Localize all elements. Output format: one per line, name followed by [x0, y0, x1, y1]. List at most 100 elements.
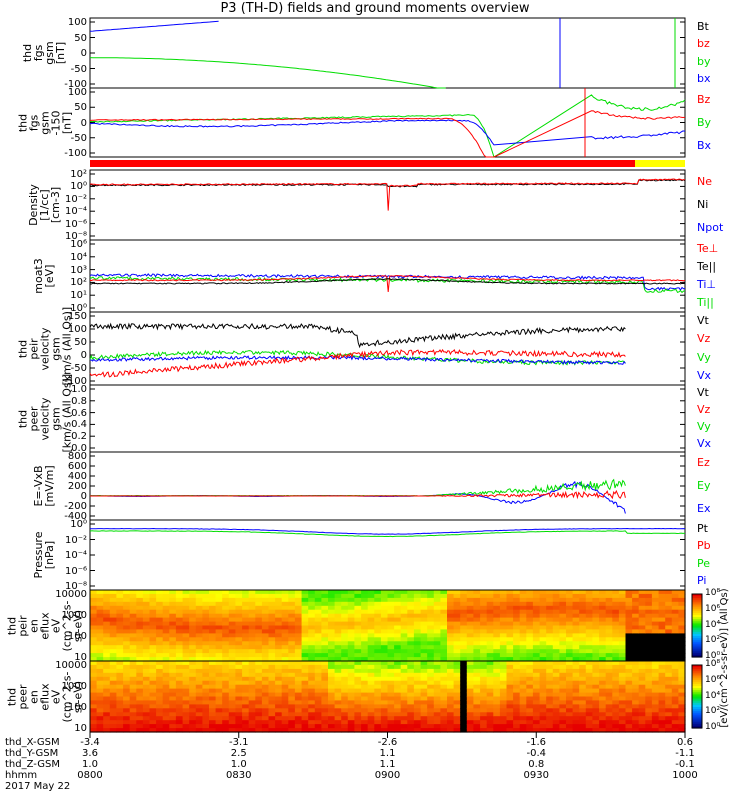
spectrogram-cell: [242, 621, 250, 627]
spectrogram-cell: [605, 625, 613, 630]
spectrogram-cell: [374, 657, 382, 662]
spectrogram-cell: [116, 613, 124, 619]
spectrogram-cell: [453, 633, 461, 638]
spectrogram-cell: [162, 649, 170, 654]
spectrogram-cell: [460, 728, 468, 733]
spectrogram-cell: [96, 637, 104, 642]
spectrogram-cell: [440, 672, 448, 678]
spectrogram-cell: [665, 605, 673, 611]
spectrogram-cell: [103, 613, 111, 619]
spectrogram-cell: [195, 590, 203, 595]
spectrogram-cell: [314, 601, 322, 607]
spectrogram-cell: [440, 724, 448, 729]
spectrogram-cell: [400, 609, 408, 615]
spectrogram-cell: [129, 645, 137, 650]
spectrogram-cell: [506, 661, 514, 666]
legend-Vz: Vz: [697, 332, 711, 346]
spectrogram-cell: [427, 593, 435, 599]
spectrogram-cell: [90, 590, 98, 595]
spectrogram-cell: [182, 590, 190, 595]
spectrogram-cell: [308, 668, 316, 674]
spectrogram-cell: [671, 641, 679, 646]
spectrogram-cell: [136, 728, 144, 733]
spectrogram-cell: [453, 590, 461, 595]
spectrogram-cell: [572, 641, 580, 646]
spectrogram-cell: [433, 605, 441, 611]
spectrogram-cell: [182, 680, 190, 686]
spectrogram-cell: [427, 676, 435, 682]
spectrogram-cell: [288, 605, 296, 611]
spectrogram-cell: [347, 601, 355, 607]
spectrogram-cell: [103, 609, 111, 615]
spectrogram-cell: [486, 633, 494, 638]
spectrogram-cell: [96, 609, 104, 615]
spectrogram-cell: [136, 601, 144, 607]
spectrogram-cell: [420, 593, 428, 599]
x-row-value: -1.6: [526, 737, 546, 748]
spectrogram-cell: [513, 676, 521, 682]
spectrogram-cell: [162, 692, 170, 698]
spectrogram-cell: [486, 593, 494, 599]
spectrogram-cell: [261, 609, 270, 615]
spectrogram-cell: [308, 641, 316, 646]
spectrogram-cell: [142, 700, 151, 705]
spectrogram-cell: [493, 637, 501, 642]
spectrogram-cell: [162, 672, 170, 678]
spectrogram-cell: [169, 664, 177, 670]
spectrogram-cell: [592, 664, 600, 670]
spectrogram-cell: [301, 657, 309, 662]
spectrogram-cell: [420, 661, 428, 666]
spectrogram-cell: [658, 672, 666, 678]
spectrogram-cell: [579, 692, 587, 698]
spectrogram-cell: [499, 653, 508, 658]
spectrogram-cell: [387, 653, 395, 658]
spectrogram-cell: [156, 601, 164, 607]
spectrogram-cell: [222, 613, 230, 619]
spectrogram-cell: [182, 649, 190, 654]
spectrogram-cell: [149, 676, 157, 682]
spectrogram-cell: [182, 720, 190, 725]
spectrogram-cell: [539, 605, 547, 611]
spectrogram-cell: [222, 649, 230, 654]
spectrogram-cell: [149, 672, 157, 678]
spectrogram-cell: [374, 613, 382, 619]
spectrogram-cell: [321, 609, 329, 615]
spectrogram-cell: [301, 661, 309, 666]
spectrogram-cell: [546, 661, 554, 666]
spectrogram-cell: [242, 680, 250, 686]
spectrogram-cell: [493, 684, 501, 690]
spectrogram-cell: [513, 641, 521, 646]
spectrogram-cell: [605, 657, 613, 662]
spectrogram-cell: [400, 696, 408, 701]
legend-Pi: Pi: [697, 574, 707, 588]
spectrogram-cell: [658, 688, 666, 694]
spectrogram-cell: [202, 649, 210, 654]
spectrogram-cell: [473, 605, 481, 611]
y-axis-label: Density [1/cc] [cm-3]: [26, 184, 62, 226]
spectrogram-cell: [242, 637, 250, 642]
spectrogram-cell: [566, 605, 574, 611]
spectrogram-cell: [499, 637, 508, 642]
spectrogram-cell: [407, 680, 415, 686]
spectrogram-cell: [380, 633, 389, 638]
spectrogram-cell: [645, 613, 653, 619]
spectrogram-cell: [123, 593, 131, 599]
electron-spectrogram: [89, 660, 686, 733]
spectrogram-cell: [123, 672, 131, 678]
spectrogram-cell: [546, 609, 554, 615]
spectrogram-cell: [268, 637, 276, 642]
spectrogram-cell: [625, 700, 633, 705]
spectrogram-cell: [288, 590, 296, 595]
spectrogram-cell: [651, 728, 660, 733]
spectrogram-cell: [136, 720, 144, 725]
spectrogram-cell: [90, 664, 98, 670]
spectrogram-cell: [579, 708, 587, 713]
spectrogram-cell: [255, 637, 263, 642]
spectrogram-cell: [169, 696, 177, 701]
spectrogram-cell: [599, 716, 607, 721]
spectrogram-cell: [625, 629, 633, 634]
spectrogram-cell: [665, 621, 673, 627]
spectrogram-cell: [209, 641, 217, 646]
spectrogram-cell: [294, 712, 303, 717]
spectrogram-cell: [671, 704, 679, 709]
